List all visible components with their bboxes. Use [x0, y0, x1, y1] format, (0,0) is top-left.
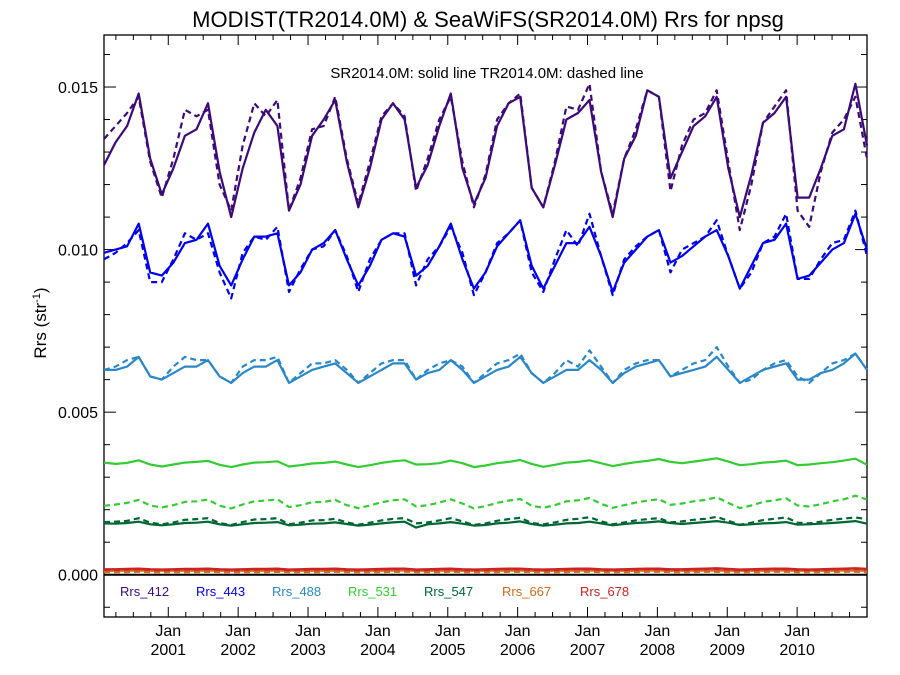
x-tick-label-month: Jan: [225, 623, 251, 640]
x-tick-label-month: Jan: [295, 623, 321, 640]
legend-item-Rrs_531: Rrs_531: [348, 584, 397, 599]
x-tick-label-year: 2004: [360, 642, 396, 659]
legend-item-Rrs_443: Rrs_443: [196, 584, 245, 599]
legend-item-Rrs_547: Rrs_547: [424, 584, 473, 599]
legend-item-Rrs_667: Rrs_667: [502, 584, 551, 599]
series-line-Rrs_547-dashed: [103, 515, 868, 527]
series-line-Rrs_443-dashed: [103, 209, 869, 300]
x-tick-label-year: 2007: [570, 642, 606, 659]
x-tick-label-month: Jan: [575, 623, 601, 640]
x-tick-label-month: Jan: [365, 623, 391, 640]
legend-item-Rrs_412: Rrs_412: [120, 584, 169, 599]
y-tick-label: 0.015: [58, 80, 98, 97]
y-axis-label-main: Rrs (str: [31, 303, 50, 359]
x-tick-label-year: 2010: [779, 642, 815, 659]
y-tick-label: 0.005: [58, 405, 98, 422]
x-tick-label-month: Jan: [784, 623, 810, 640]
legend-item-Rrs_678: Rrs_678: [580, 584, 629, 599]
x-tick-label-month: Jan: [644, 623, 670, 640]
x-tick-label-month: Jan: [714, 623, 740, 640]
x-tick-label-year: 2009: [709, 642, 745, 659]
line-style-annotation: SR2014.0M: solid line TR2014.0M: dashed …: [330, 65, 643, 82]
x-tick-label-year: 2002: [220, 642, 256, 659]
x-tick-label-month: Jan: [505, 623, 531, 640]
plot-frame: [103, 34, 868, 618]
x-tick-label-month: Jan: [435, 623, 461, 640]
x-tick-label-year: 2001: [150, 642, 186, 659]
x-tick-label-year: 2008: [640, 642, 676, 659]
legend-item-Rrs_488: Rrs_488: [272, 584, 321, 599]
legend: Rrs_412 Rrs_443 Rrs_488 Rrs_531 Rrs_547 Rrs_6…: [120, 584, 629, 599]
series-line-Rrs_412-dashed: [103, 82, 869, 232]
y-tick-label: 0.000: [58, 568, 98, 585]
series-line-Rrs_488-dashed: [103, 346, 868, 384]
x-tick-label-year: 2005: [430, 642, 466, 659]
plot-area: 0.000 0.005 0.010 0.015 Jan 2001 Jan 2002 Jan 200…: [58, 34, 869, 659]
y-axis-label: Rrs (str-1): [31, 287, 50, 358]
series-line-Rrs_412-solid: [103, 82, 869, 219]
y-tick-label: 0.010: [58, 243, 98, 260]
y-axis-label-superscript: -1: [31, 293, 43, 303]
x-tick-label-year: 2006: [500, 642, 536, 659]
series-line-Rrs_678-dashed: [104, 567, 868, 572]
x-tick-label-month: Jan: [155, 623, 181, 640]
chart-title: MODIST(TR2014.0M) & SeaWiFS(SR2014.0M) R…: [192, 7, 784, 32]
series-line-Rrs_531-solid: [103, 457, 868, 469]
x-tick-label-year: 2003: [290, 642, 326, 659]
y-axis-label-close: ): [31, 287, 50, 293]
series-line-Rrs_531-dashed: [103, 494, 868, 510]
